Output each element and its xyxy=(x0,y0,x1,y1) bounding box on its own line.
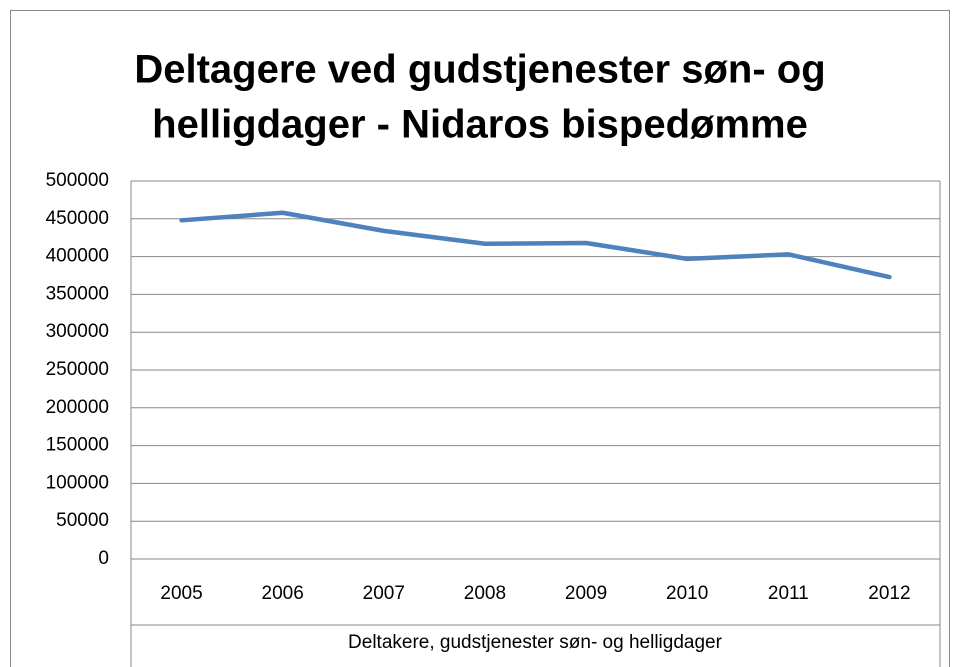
data-line xyxy=(179,210,892,280)
x-tick-label: 2005 xyxy=(160,583,202,604)
y-tick-label: 450000 xyxy=(46,208,109,229)
y-tick-label: 250000 xyxy=(46,359,109,380)
x-tick-label: 2009 xyxy=(565,583,607,604)
chart-title: Deltagere ved gudstjenester søn- og xyxy=(134,48,825,92)
y-tick-label: 50000 xyxy=(56,510,109,531)
y-tick-label: 100000 xyxy=(46,472,109,493)
y-tick-label: 0 xyxy=(98,548,109,569)
x-tick-label: 2012 xyxy=(868,583,910,604)
x-tick-label: 2010 xyxy=(666,583,708,604)
y-tick-label: 150000 xyxy=(46,435,109,456)
chart-border xyxy=(10,10,950,667)
x-tick-label: 2006 xyxy=(262,583,304,604)
y-tick-label: 200000 xyxy=(46,397,109,418)
y-tick-label: 300000 xyxy=(46,321,109,342)
x-tick-label: 2011 xyxy=(768,583,809,604)
y-tick-label: 500000 xyxy=(46,170,109,191)
y-tick-label: 350000 xyxy=(46,283,109,304)
x-axis-label: Deltakere, gudstjenester søn- og helligd… xyxy=(348,632,723,653)
x-tick-label: 2007 xyxy=(363,583,405,604)
x-tick-label: 2008 xyxy=(464,583,506,604)
chart-title: helligdager - Nidaros bispedømme xyxy=(152,103,808,147)
y-tick-label: 400000 xyxy=(46,246,109,267)
